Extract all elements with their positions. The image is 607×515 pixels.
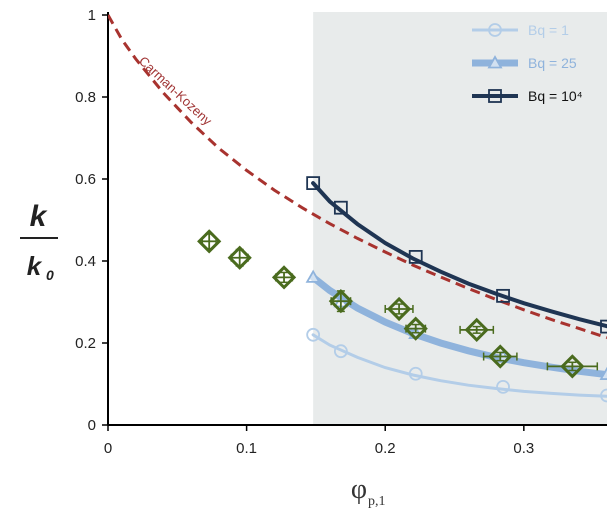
- experiment-point: [403, 316, 428, 341]
- y-label-denominator-sub: 0: [46, 267, 54, 283]
- carman-kozeny-curve: [108, 14, 607, 340]
- series-line-1: [309, 273, 607, 379]
- series-2-point: [600, 319, 607, 334]
- y-tick-label: 0: [88, 417, 96, 434]
- shaded-region: [313, 12, 607, 425]
- series-2-point: [496, 288, 510, 303]
- carman-kozeny-label: Carman-Kozeny: [136, 53, 215, 128]
- series-line-0: [311, 333, 607, 398]
- experiment-point: [386, 296, 412, 322]
- legend-marker-1: [487, 55, 503, 69]
- y-tick-label: 0.2: [75, 335, 96, 352]
- series-line-2: [311, 181, 607, 329]
- y-axis-label: k k 0: [20, 200, 58, 283]
- legend-label-0: Bq = 1: [528, 22, 569, 38]
- series-0-point: [306, 327, 321, 342]
- y-tick-label: 0.6: [75, 171, 96, 188]
- experiment-point: [328, 289, 353, 314]
- legend-label-2: Bq = 10⁴: [528, 88, 583, 104]
- series-0-point: [496, 379, 510, 394]
- x-axis-label: φ p,1: [351, 474, 386, 509]
- legend-marker-2: [488, 89, 502, 103]
- series-1-point: [305, 269, 321, 283]
- x-tick-label: 0.1: [236, 440, 257, 457]
- series-2-point: [408, 249, 423, 264]
- experiment-point: [488, 344, 513, 369]
- y-label-numerator: k: [30, 200, 48, 233]
- y-tick-label: 0.4: [75, 253, 96, 270]
- experiment-point: [271, 265, 297, 290]
- x-tick-label: 0: [104, 440, 112, 457]
- series-0-point: [600, 388, 607, 403]
- y-label-denominator: k: [27, 251, 43, 281]
- x-label-symbol: φ: [351, 474, 367, 505]
- experiment-point: [560, 354, 585, 379]
- x-tick-label: 0.3: [513, 440, 534, 457]
- y-tick-label: 1: [88, 7, 96, 24]
- y-tick-label: 0.8: [75, 89, 96, 106]
- x-label-sub: p,1: [368, 494, 386, 509]
- legend-marker-0: [488, 23, 502, 37]
- series-0-point: [333, 344, 348, 359]
- series-2-point: [333, 200, 348, 215]
- legend-label-1: Bq = 25: [528, 55, 577, 71]
- series-1-point: [599, 366, 607, 380]
- experiment-point: [464, 317, 489, 343]
- series-2-point: [306, 176, 321, 191]
- x-tick-label: 0.2: [375, 440, 396, 457]
- series-0-point: [408, 366, 423, 381]
- experiment-point: [227, 245, 252, 270]
- experiment-point: [197, 229, 222, 254]
